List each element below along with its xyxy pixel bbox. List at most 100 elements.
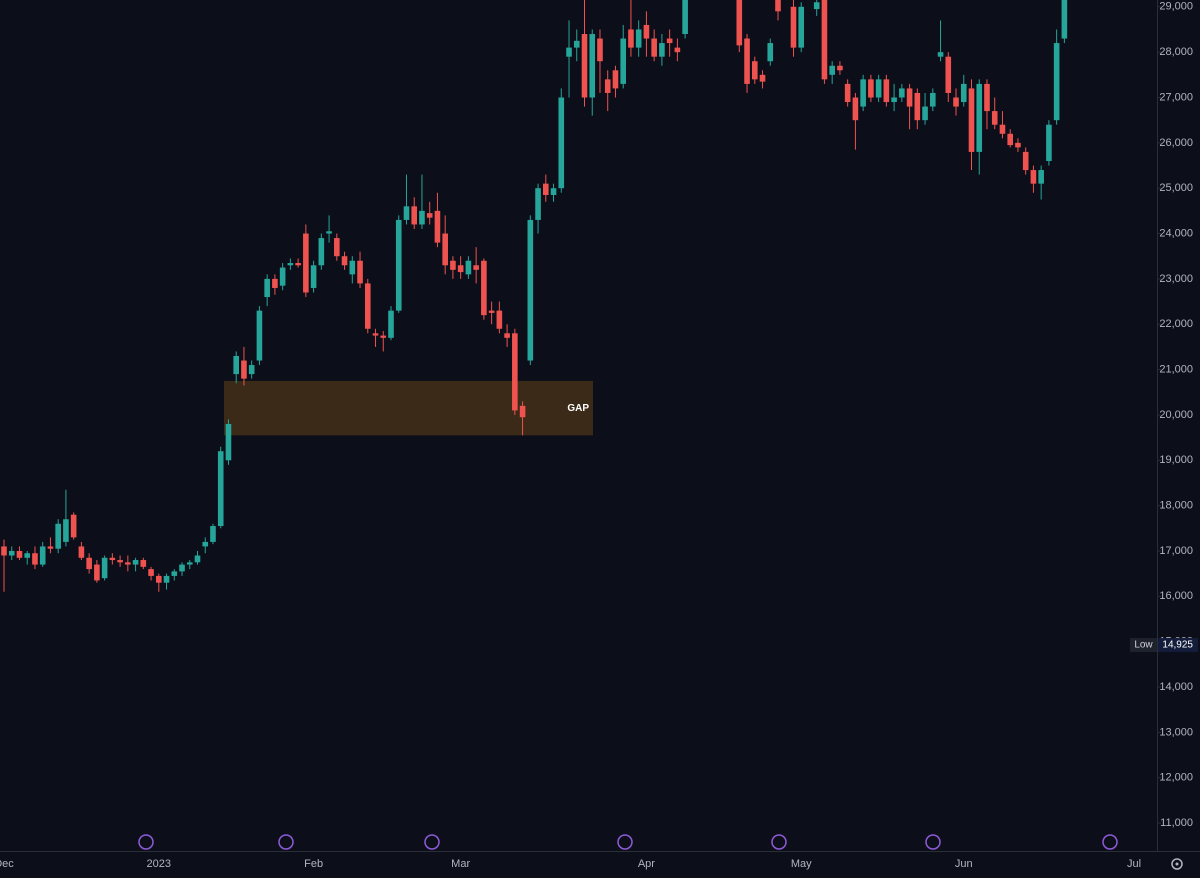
- candle-body: [991, 111, 998, 125]
- y-tick-label: 11,000: [1160, 817, 1193, 829]
- y-tick-label: 29,000: [1159, 1, 1193, 13]
- candle-body: [744, 38, 750, 84]
- candle-body: [132, 560, 139, 565]
- y-tick-label: 13,000: [1159, 726, 1193, 738]
- candle-body: [32, 553, 38, 565]
- candle-body: [906, 88, 913, 107]
- event-icon[interactable]: [771, 834, 787, 850]
- candle-body: [403, 206, 410, 220]
- candle-body: [643, 24, 650, 39]
- y-tick-label: 18,000: [1159, 500, 1193, 512]
- candle-body: [790, 6, 797, 48]
- candle-body: [434, 210, 441, 243]
- candle-body: [194, 555, 201, 563]
- candle-body: [364, 283, 371, 329]
- event-icon[interactable]: [1102, 834, 1118, 850]
- x-tick-label: Apr: [638, 858, 655, 870]
- y-tick-label: 17,000: [1159, 545, 1193, 557]
- candle-body: [821, 0, 828, 80]
- x-tick-label: Dec: [0, 858, 14, 870]
- candle-body: [922, 106, 928, 121]
- candle-body: [581, 34, 588, 98]
- candle-body: [341, 256, 348, 266]
- y-tick-label: 24,000: [1159, 227, 1193, 239]
- candle-body: [504, 333, 510, 338]
- candle-body: [295, 263, 301, 266]
- y-tick-label: 20,000: [1159, 409, 1193, 421]
- candle-body: [512, 333, 518, 411]
- candle-body: [47, 546, 54, 549]
- candle-body: [86, 557, 92, 570]
- settings-icon[interactable]: [1171, 858, 1183, 870]
- candle-body: [543, 183, 549, 195]
- x-tick-label: May: [791, 858, 812, 870]
- candle-body: [999, 124, 1006, 134]
- event-icon[interactable]: [138, 834, 154, 850]
- candle-body: [202, 541, 209, 547]
- candle-body: [318, 238, 325, 266]
- candle-body: [612, 70, 619, 89]
- candle-body: [1038, 170, 1044, 184]
- candle-body: [380, 335, 387, 338]
- x-tick-label: Mar: [451, 858, 470, 870]
- candle-body: [303, 233, 309, 293]
- candle-body: [736, 0, 743, 46]
- y-tick-label: 19,000: [1159, 454, 1193, 466]
- candle-body: [16, 550, 23, 558]
- candle-body: [891, 97, 897, 103]
- event-icon[interactable]: [424, 834, 440, 850]
- candle-body: [759, 74, 766, 82]
- candle-body: [481, 260, 487, 316]
- event-icon[interactable]: [925, 834, 941, 850]
- candle-body: [78, 546, 85, 558]
- event-icon[interactable]: [617, 834, 633, 850]
- x-tick-label: Jun: [955, 858, 973, 870]
- candle-body: [63, 519, 69, 542]
- candle-body: [651, 38, 657, 57]
- candle-body: [334, 238, 340, 257]
- candle-body: [775, 0, 781, 12]
- settings-button[interactable]: [1171, 858, 1183, 870]
- candle-body: [798, 6, 805, 48]
- candle-body: [264, 278, 270, 298]
- candle-body: [148, 569, 154, 576]
- x-tick-label: Jul: [1127, 858, 1141, 870]
- candle-body: [628, 29, 634, 48]
- event-icon[interactable]: [278, 834, 294, 850]
- candle-body: [388, 310, 394, 338]
- settings-icon-dot: [1175, 862, 1179, 866]
- plot-area: GAP: [1, 0, 1068, 592]
- candle-body: [945, 56, 952, 93]
- candle-body: [914, 92, 921, 121]
- candle-body: [326, 231, 332, 234]
- candle-body: [666, 38, 673, 44]
- candle-body: [535, 188, 541, 220]
- candle-body: [868, 79, 874, 98]
- candle-body: [875, 79, 882, 98]
- candle-body: [1015, 142, 1021, 148]
- candle-body: [217, 451, 224, 527]
- y-tick-label: 28,000: [1159, 46, 1193, 58]
- y-tick-label: 14,000: [1159, 681, 1193, 693]
- candle-body: [156, 575, 162, 583]
- candle-body: [473, 265, 479, 270]
- candle-body: [272, 278, 278, 288]
- candle-body: [604, 79, 611, 93]
- candle-body: [372, 333, 379, 336]
- candle-body: [899, 88, 905, 98]
- candle-body: [287, 263, 294, 266]
- candle-body: [357, 260, 363, 284]
- candle-body: [248, 365, 255, 375]
- candle-body: [256, 310, 263, 361]
- candle-body: [1, 546, 7, 556]
- low-marker-value-box: [1158, 638, 1198, 653]
- gap-zone: [224, 380, 593, 436]
- candle-body: [55, 523, 61, 549]
- candle-body: [930, 92, 936, 107]
- candle-body: [937, 52, 944, 57]
- candle-body: [465, 260, 472, 275]
- y-tick-label: 16,000: [1159, 590, 1193, 602]
- event-icons: [138, 834, 1118, 850]
- x-tick-label: Feb: [304, 858, 323, 870]
- candle-body: [442, 233, 448, 266]
